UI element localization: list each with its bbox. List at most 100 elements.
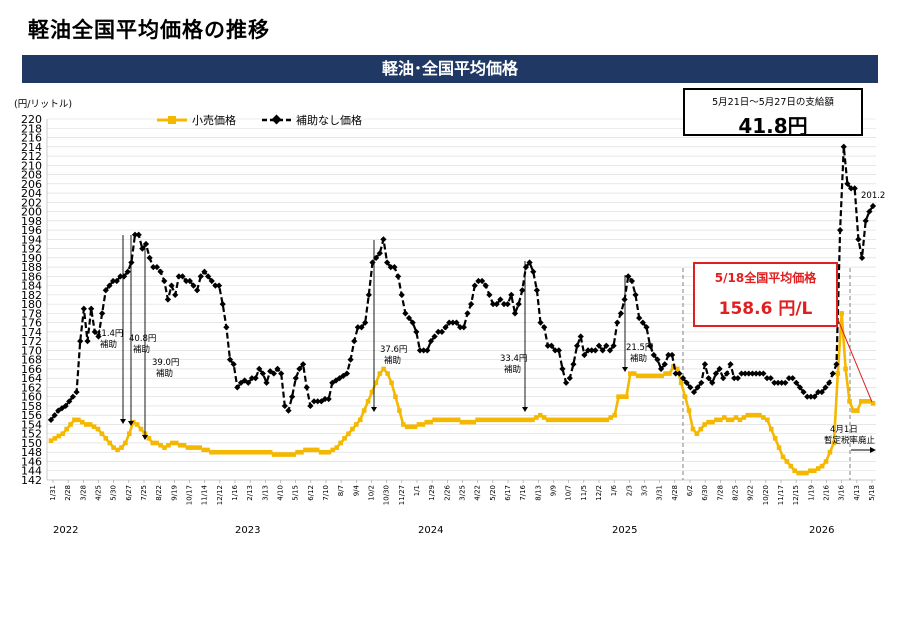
data-point bbox=[563, 379, 570, 386]
data-point bbox=[733, 415, 739, 420]
data-point bbox=[440, 417, 445, 423]
data-point bbox=[718, 417, 723, 423]
subsidy-word-label: 補助 bbox=[630, 353, 647, 364]
data-point bbox=[389, 380, 394, 386]
data-point bbox=[468, 301, 475, 308]
data-point bbox=[738, 370, 745, 377]
data-point bbox=[444, 417, 449, 423]
data-point bbox=[123, 440, 128, 446]
data-point bbox=[573, 342, 581, 349]
data-point bbox=[330, 447, 336, 453]
x-tick-label: 7/16 bbox=[519, 484, 527, 500]
x-tick-label: 11/5 bbox=[580, 485, 588, 501]
data-point bbox=[252, 375, 259, 382]
y-tick-label: 214 bbox=[21, 141, 42, 154]
data-point bbox=[99, 310, 106, 317]
data-point bbox=[279, 452, 285, 457]
data-point bbox=[153, 263, 161, 271]
x-tick-label: 3/31 bbox=[656, 485, 664, 501]
data-point bbox=[224, 449, 230, 455]
x-tick-label: 1/31 bbox=[49, 485, 57, 501]
data-point bbox=[416, 347, 424, 354]
data-point bbox=[435, 328, 442, 336]
data-point bbox=[281, 402, 288, 410]
y-tick-label: 198 bbox=[21, 215, 42, 228]
highlight-leader-line bbox=[833, 309, 873, 403]
data-point bbox=[479, 417, 484, 423]
data-point bbox=[80, 305, 87, 312]
data-point bbox=[577, 333, 584, 340]
x-tick-label: 2/28 bbox=[64, 485, 72, 501]
y-tick-label: 156 bbox=[21, 409, 42, 422]
y-tick-label: 204 bbox=[21, 187, 42, 200]
y-tick-label: 188 bbox=[21, 261, 42, 274]
data-point bbox=[632, 291, 639, 298]
data-point bbox=[420, 422, 426, 427]
data-point bbox=[494, 417, 500, 423]
data-point bbox=[678, 380, 684, 386]
data-point bbox=[745, 370, 752, 377]
data-point bbox=[172, 291, 179, 298]
y-tick-label: 142 bbox=[21, 474, 42, 487]
data-point bbox=[215, 282, 223, 289]
data-point bbox=[610, 342, 617, 349]
data-point bbox=[752, 370, 760, 377]
x-tick-label: 5/30 bbox=[110, 485, 118, 501]
data-point bbox=[588, 347, 595, 354]
end-value-label: 201.2 bbox=[861, 191, 885, 201]
data-point bbox=[354, 324, 361, 331]
data-point bbox=[600, 417, 606, 423]
data-point bbox=[427, 338, 435, 345]
y-tick-label: 190 bbox=[21, 252, 42, 265]
data-point bbox=[858, 399, 864, 404]
data-point bbox=[193, 445, 199, 450]
data-point bbox=[259, 370, 267, 377]
data-point bbox=[694, 384, 701, 391]
data-point bbox=[526, 417, 531, 423]
data-point bbox=[785, 375, 793, 382]
data-point bbox=[170, 440, 175, 446]
data-point bbox=[636, 314, 643, 322]
data-point bbox=[274, 365, 281, 373]
data-point bbox=[584, 417, 590, 423]
x-tick-label: 12/15 bbox=[792, 485, 800, 505]
data-point bbox=[737, 417, 743, 423]
data-point bbox=[310, 447, 316, 453]
y-tick-label: 170 bbox=[21, 344, 42, 357]
y-tick-label: 182 bbox=[21, 289, 42, 302]
y-tick-label: 210 bbox=[21, 159, 42, 172]
subsidy-box: 5月21日～5月27日の支給額 41.8円 bbox=[683, 88, 863, 138]
data-point bbox=[819, 463, 825, 469]
data-point bbox=[701, 361, 709, 368]
data-point bbox=[624, 394, 629, 399]
data-point bbox=[561, 417, 567, 423]
data-point bbox=[413, 328, 420, 336]
data-point bbox=[545, 417, 551, 423]
data-point bbox=[839, 311, 844, 316]
data-point bbox=[60, 431, 66, 437]
data-point bbox=[541, 415, 547, 420]
data-point bbox=[533, 287, 541, 294]
data-point bbox=[603, 342, 610, 349]
data-point bbox=[822, 384, 829, 391]
data-point bbox=[357, 417, 363, 423]
x-tick-label: 8/22 bbox=[155, 485, 163, 501]
data-point bbox=[570, 361, 577, 368]
x-tick-label: 10/17 bbox=[186, 485, 194, 505]
data-point bbox=[843, 366, 848, 372]
x-tick-label: 1/29 bbox=[428, 485, 436, 501]
data-point bbox=[296, 365, 303, 373]
subsidy-arrowhead bbox=[622, 367, 628, 372]
x-tick-label: 4/13 bbox=[853, 485, 861, 501]
data-point bbox=[647, 342, 654, 349]
data-point bbox=[164, 296, 172, 303]
data-point bbox=[772, 436, 778, 441]
data-point bbox=[381, 366, 387, 372]
data-point bbox=[851, 408, 856, 413]
data-point bbox=[438, 328, 446, 336]
data-point bbox=[76, 417, 81, 423]
data-point bbox=[432, 417, 437, 423]
data-point bbox=[138, 426, 144, 432]
data-point bbox=[350, 426, 355, 432]
data-point bbox=[710, 419, 715, 425]
